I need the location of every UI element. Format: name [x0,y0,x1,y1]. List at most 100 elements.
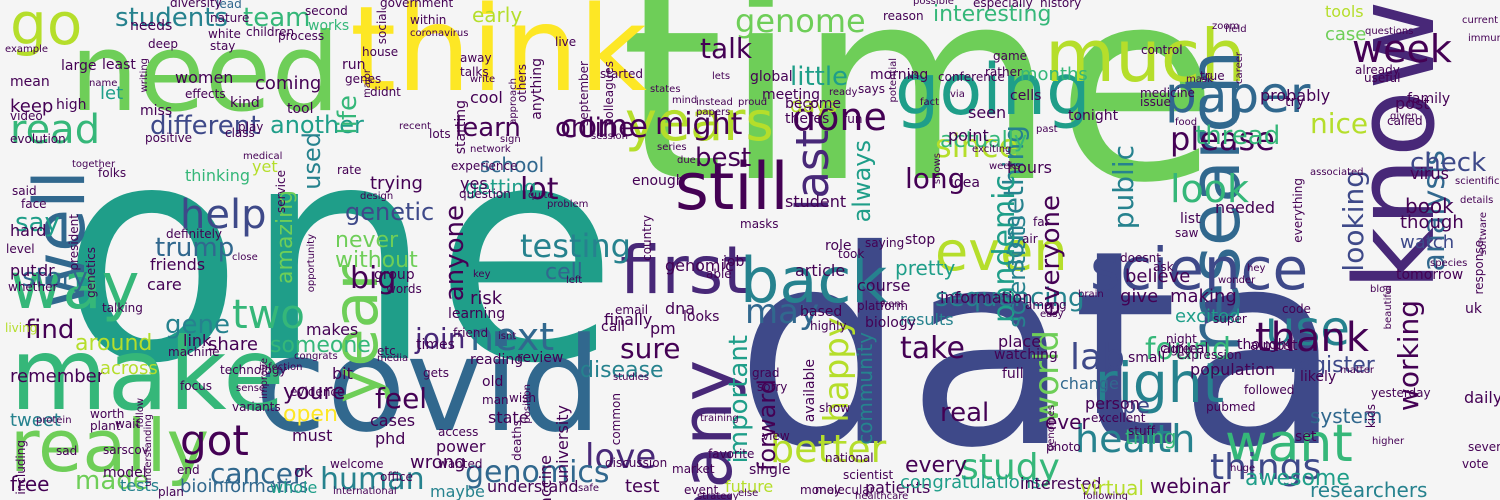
word-cancer: cancer [210,457,305,490]
word-else: else [738,488,759,499]
word-children: children [246,25,295,39]
word-sorry: sorry [757,380,788,394]
word-pubmed: pubmed [1206,400,1256,414]
word-scientific: scientific [1455,176,1500,187]
word-awesome: awesome [1245,466,1350,491]
word-learning: learning [448,306,506,322]
word-first: first [620,232,749,309]
word-issue: issue [1140,95,1171,109]
word-phd: phd [375,429,406,448]
word-believe: believe [1125,266,1191,287]
word-true: true [1200,69,1225,83]
word-community: community [853,332,877,445]
word-let: let [100,83,124,104]
word-thank: thank [1255,315,1370,361]
word-able: able [706,267,732,281]
word-already: already [1355,63,1400,77]
word-human: human [320,462,425,497]
word-fact: fact [920,97,940,108]
word-video: video [10,109,43,123]
word-got: got [180,416,249,465]
word-used: used [298,132,326,190]
word-system: system [1310,404,1383,428]
word-blog: blog [1370,284,1392,295]
word-questions: questions [1365,26,1414,37]
word-probably: probably [1260,86,1331,105]
word-student: student [785,192,847,211]
word-model: model [103,465,147,481]
word-interested: interested [1020,474,1102,493]
word-science: science [1090,235,1309,303]
word-story: story [22,263,88,293]
word-code: code [1282,302,1311,316]
word-run: run [342,57,366,73]
word-wonder: wonder [1218,275,1256,286]
word-done: done [792,95,887,139]
word-second: second [305,4,348,18]
word-cells: cells [1010,88,1042,104]
word-anything: anything [529,58,545,120]
word-check: check [1410,148,1487,178]
word-given: given [1390,111,1418,122]
word-vaccine: vaccine [536,455,555,500]
word-least: least [102,57,136,73]
word-future: future [725,477,774,496]
word-understand: understand [487,477,579,496]
word-white: white [208,27,241,41]
word-biology: biology [865,315,916,331]
word-discussion: discussion [605,456,668,470]
word-hope: hope [1095,394,1150,419]
word-lets: lets [712,71,731,82]
word-question: question [459,187,511,201]
word-must: must [292,426,333,445]
word-gets: gets [423,366,449,380]
word-office: office [380,470,413,484]
word-bioinformatics: bioinformatics [180,476,309,497]
word-took: took [838,247,865,261]
word-expression: expression [1177,348,1242,362]
word-virtual: virtual [1080,476,1144,500]
word-nice: nice [1310,107,1369,140]
word-course: course [857,276,911,295]
word-miss: miss [140,103,173,119]
word-anyone: anyone [440,205,470,302]
word-talks: talks [460,65,489,79]
word-tests: tests [120,476,160,495]
word-sign: sign [500,134,521,145]
word-excellent: excellent [1091,411,1146,425]
word-want: want [1225,414,1353,474]
word-little: little [790,62,849,92]
word-away: away [460,51,492,65]
word-starting: starting [453,100,469,155]
word-super: super [1213,312,1247,326]
word-data: data [735,192,1344,500]
word-public: public [1107,145,1140,230]
word-potential: potential [888,58,899,103]
word-kind: kind [230,95,260,111]
word-makes: makes [306,320,359,339]
word-photo: photo [1046,440,1081,454]
word-focus: focus [180,379,213,393]
word-uk: uk [1465,301,1482,317]
word-best: best [695,143,752,173]
word-give: give [1120,286,1159,307]
word-life: life [333,95,363,135]
word-please: please [1170,120,1275,158]
word-easy: easy [1040,309,1064,320]
word-another: another [270,111,364,139]
word-conference: conference [938,70,1005,84]
word-due: due [677,155,696,166]
word-genetic: genetic [345,198,435,226]
word-job: job [723,254,745,270]
word-remember: remember [10,366,105,387]
word-government: government [380,0,454,10]
word-important: important [724,335,754,464]
word-evolution: evolution [10,132,66,146]
word-sarscov: sarscov [103,443,149,457]
word-big: big [350,261,397,296]
word-testing: testing [520,227,631,265]
word-plant: plant [90,419,121,433]
word-go: go [10,0,83,58]
word-online: online [555,113,635,143]
word-safe: safe [578,483,600,494]
